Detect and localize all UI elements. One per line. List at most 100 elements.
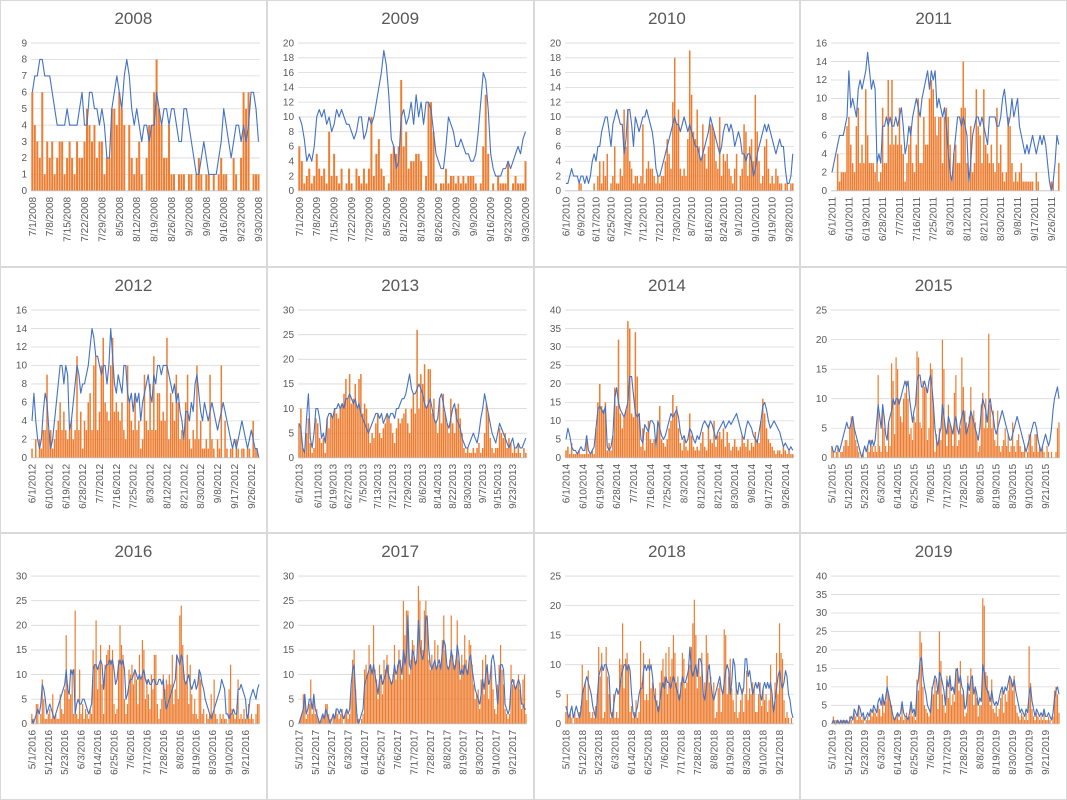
bar <box>645 431 647 458</box>
y-tick-label: 25 <box>549 572 561 583</box>
bar <box>89 392 91 458</box>
bar <box>922 380 924 458</box>
bar <box>937 709 939 725</box>
bar <box>318 437 321 458</box>
bar <box>110 660 112 725</box>
bar <box>67 684 69 725</box>
bar <box>309 442 311 458</box>
bar <box>684 688 686 725</box>
bar <box>789 453 792 458</box>
bar <box>499 183 502 191</box>
bar <box>1013 676 1016 725</box>
bar <box>372 176 375 191</box>
bar <box>390 153 393 191</box>
x-tick-label: 8/30/2018 <box>742 730 753 775</box>
bar <box>750 442 752 458</box>
bar <box>56 719 58 725</box>
y-tick-label: 12 <box>816 75 828 86</box>
bar <box>168 438 170 458</box>
x-tick-label: 8/30/2017 <box>475 730 486 775</box>
bar <box>643 183 645 191</box>
bar <box>1058 713 1060 725</box>
bar <box>757 161 760 191</box>
bar <box>684 176 687 191</box>
bar <box>523 674 525 725</box>
bar <box>489 437 491 458</box>
bar <box>46 719 48 725</box>
bar <box>931 368 933 458</box>
bar <box>325 183 328 191</box>
bar <box>955 668 957 725</box>
bar <box>945 427 947 458</box>
bar <box>226 448 228 458</box>
bar <box>44 429 46 458</box>
bar <box>211 438 213 458</box>
bar <box>154 429 157 458</box>
bar <box>951 181 953 191</box>
x-tick-label: 6/14/2018 <box>627 730 638 775</box>
bar <box>194 699 196 725</box>
bar <box>213 679 215 725</box>
bar <box>117 660 120 725</box>
bar <box>922 687 924 725</box>
bar <box>434 422 437 458</box>
bar <box>248 448 251 458</box>
bar <box>985 398 987 458</box>
bar <box>186 655 188 725</box>
bar <box>1042 445 1044 458</box>
bar <box>336 714 339 725</box>
bar <box>368 645 370 725</box>
bar <box>380 437 382 458</box>
line-series <box>564 375 793 455</box>
bar <box>649 168 651 191</box>
bar <box>41 92 44 191</box>
bar <box>912 716 914 725</box>
bar <box>1000 698 1002 725</box>
x-tick-label: 8/5/2009 <box>382 196 393 236</box>
y-tick-label: 30 <box>549 342 561 353</box>
x-tick-label: 7/6/2015 <box>926 463 937 503</box>
x-tick-label: 9/15/2013 <box>493 463 504 508</box>
bar <box>185 684 187 725</box>
bar <box>155 655 157 725</box>
bar <box>320 176 323 191</box>
bar <box>174 689 176 725</box>
bar <box>317 168 320 191</box>
bar <box>498 665 500 725</box>
bar <box>835 451 838 458</box>
bar <box>94 355 97 458</box>
bar <box>521 183 524 191</box>
y-tick-label: 20 <box>549 601 561 612</box>
bar <box>474 699 476 725</box>
bar <box>244 719 247 725</box>
bar <box>61 429 63 458</box>
bar <box>654 688 656 725</box>
bar <box>844 172 847 191</box>
bar <box>924 705 926 725</box>
x-tick-label: 7/7/2011 <box>895 196 906 235</box>
bar <box>465 660 467 725</box>
bar <box>707 424 709 458</box>
bar <box>732 700 734 725</box>
bar <box>970 668 972 725</box>
x-tick-label: 8/3/2012 <box>146 463 157 503</box>
bar <box>98 141 101 191</box>
bar <box>140 174 143 191</box>
bar <box>62 714 64 725</box>
bar <box>862 451 865 458</box>
bar <box>444 650 446 725</box>
bar <box>158 108 161 191</box>
bar <box>162 411 164 458</box>
bar <box>968 694 971 725</box>
bar <box>300 161 303 191</box>
bar <box>399 660 401 725</box>
bar <box>489 674 491 725</box>
bar <box>983 605 986 725</box>
bar <box>669 168 672 191</box>
bar <box>41 679 43 725</box>
bar <box>790 718 792 725</box>
bar <box>930 362 932 458</box>
y-tick-label: 14 <box>16 323 28 334</box>
bar <box>73 174 76 191</box>
